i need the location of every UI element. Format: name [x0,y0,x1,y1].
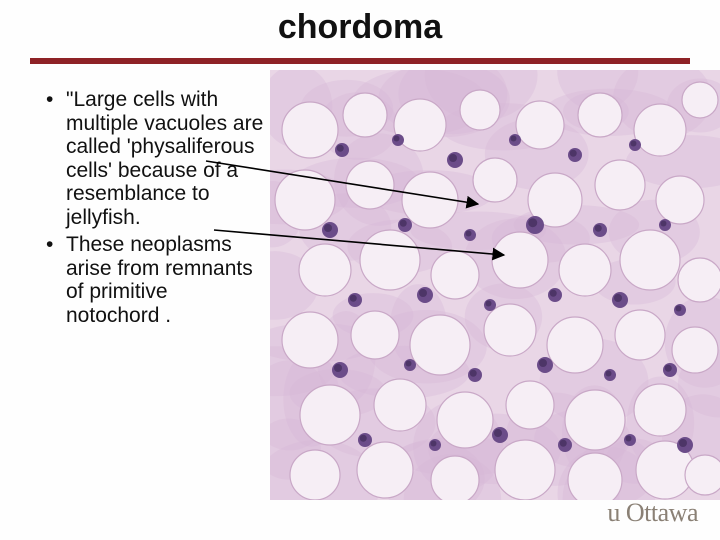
university-logo: u Ottawa [607,498,698,528]
slide-title: chordoma [0,8,720,47]
bullet-item: These neoplasms arise from remnants of p… [44,233,264,327]
logo-text: u Ottawa [607,498,698,527]
bullet-list: "Large cells with multiple vacuoles are … [44,88,264,331]
title-rule [30,58,690,64]
bullet-item: "Large cells with multiple vacuoles are … [44,88,264,229]
histology-image [270,70,720,500]
slide: chordoma "Large cells with multiple vacu… [0,0,720,540]
